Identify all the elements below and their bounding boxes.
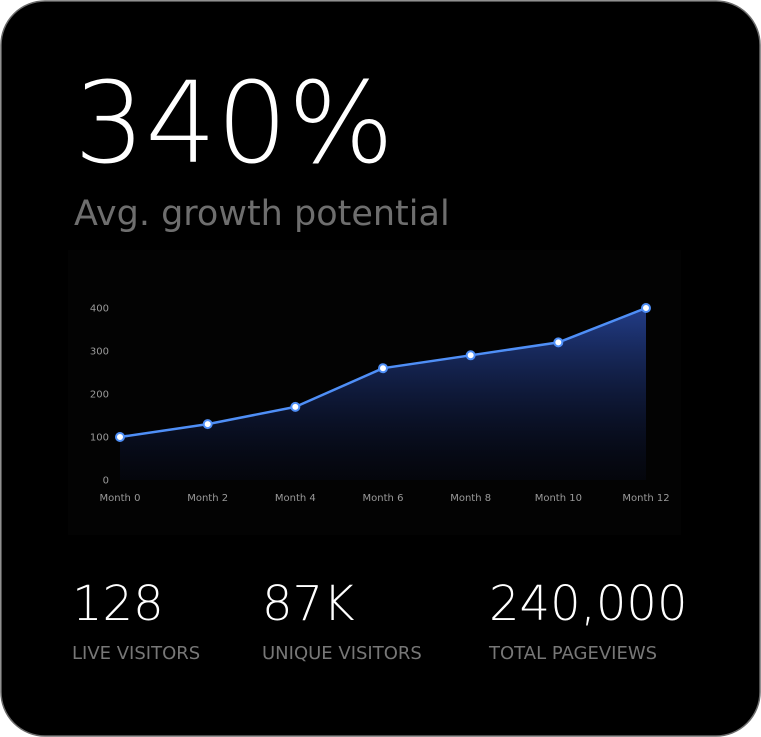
x-tick-label: Month 12: [622, 493, 669, 504]
y-tick-label: 100: [90, 433, 109, 444]
stat-value: 128: [72, 576, 164, 632]
y-tick-label: 400: [90, 304, 109, 315]
point: [553, 337, 564, 348]
x-tick-label: Month 10: [535, 493, 582, 504]
point: [115, 432, 125, 442]
x-tick-label: Month 6: [363, 493, 404, 504]
x-tick-label: Month 4: [275, 493, 316, 504]
stat-value: 87K: [262, 576, 355, 632]
point: [641, 303, 651, 313]
x-tick-label: Month 2: [187, 493, 228, 504]
y-tick-label: 200: [90, 390, 109, 401]
stat-label: TOTAL PAGEVIEWS: [488, 643, 657, 664]
area: [120, 308, 646, 480]
chart: 0 100 200 300 400 Month 0 Month 2 Month 4 Month …: [90, 303, 670, 504]
headline: 340%: [74, 59, 394, 189]
x-tick-label: Month 0: [100, 493, 141, 504]
point: [465, 350, 476, 361]
stats: 128 LIVE VISITORS 87K UNIQUE VISITORS 240,00…: [72, 576, 688, 664]
point: [290, 401, 301, 412]
y-tick-label: 0: [103, 476, 109, 487]
stat-label: UNIQUE VISITORS: [262, 643, 422, 664]
subtitle: Avg. growth potential: [74, 194, 450, 234]
y-tick-label: 300: [90, 347, 109, 358]
stat-label: LIVE VISITORS: [72, 643, 200, 664]
stat-value: 240,000: [489, 576, 688, 632]
point: [202, 419, 213, 430]
point: [378, 363, 388, 374]
x-tick-label: Month 8: [450, 493, 491, 504]
